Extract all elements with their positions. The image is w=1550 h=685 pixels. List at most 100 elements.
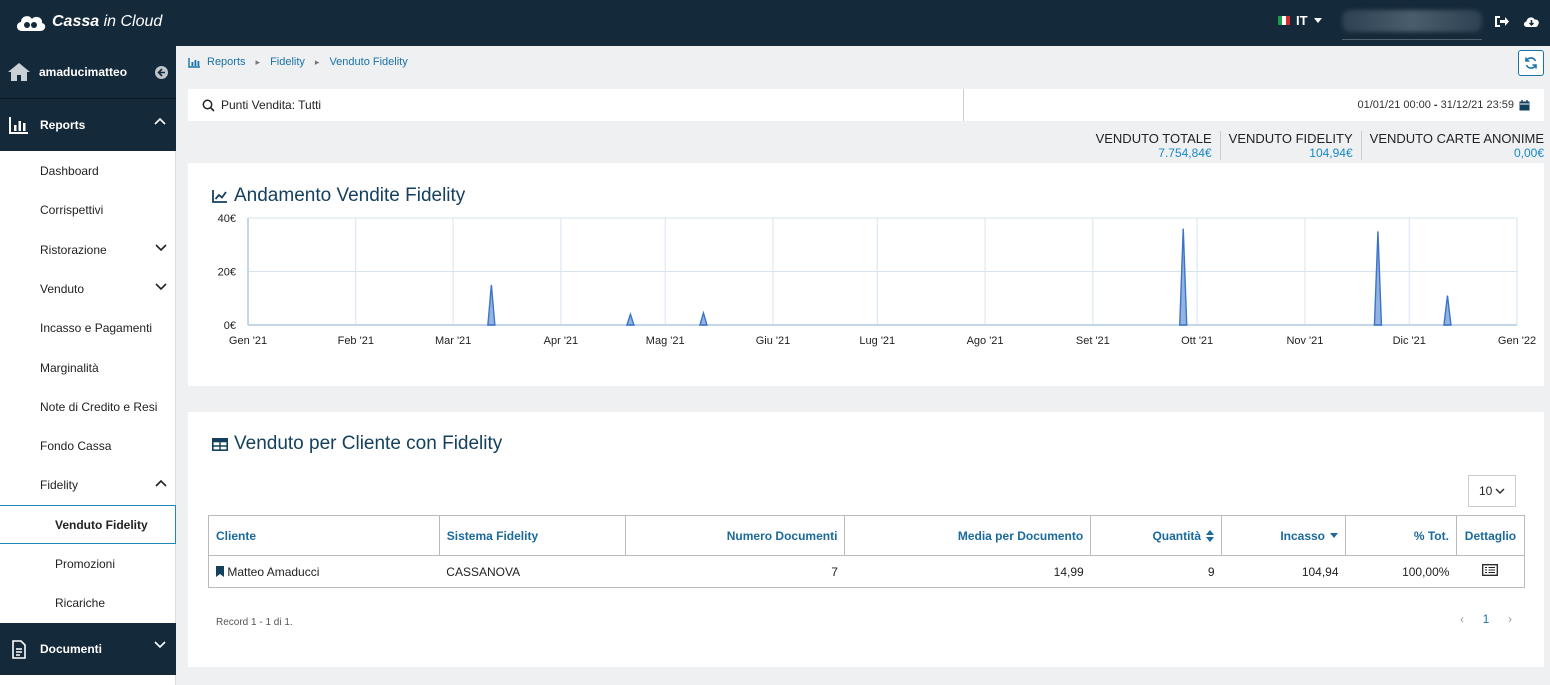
data-point-spike: [699, 310, 708, 326]
cell-media: 14,99: [844, 555, 1091, 588]
page-size-select[interactable]: 10: [1468, 475, 1516, 507]
user-menu-underline: [1342, 39, 1482, 40]
table-icon: [212, 437, 228, 451]
prev-page-icon[interactable]: ‹: [1460, 612, 1464, 626]
sidebar-item-venduto[interactable]: Venduto: [0, 269, 176, 308]
x-tick-label: Set '21: [1076, 335, 1110, 347]
user-name: amaducimatteo: [39, 65, 128, 79]
next-page-icon[interactable]: ›: [1508, 612, 1512, 626]
filter-divider: [963, 89, 964, 121]
breadcrumb-separator-icon: ▸: [255, 56, 261, 67]
sidebar-item-label: Ricariche: [55, 595, 106, 610]
sidebar-item-fidelity[interactable]: Fidelity: [0, 465, 176, 504]
current-page[interactable]: 1: [1482, 612, 1490, 626]
app-logo[interactable]: Cassa in Cloud: [14, 8, 162, 36]
sidebar-item-label: Fidelity: [40, 477, 79, 492]
total-value: 0,00€: [1513, 146, 1544, 160]
cell-incasso: 104,94: [1221, 555, 1346, 588]
date-to: 31/12/21 23:59: [1440, 99, 1514, 111]
sidebar-item-note-credito[interactable]: Note di Credito e Resi: [0, 387, 176, 426]
breadcrumb-fidelity[interactable]: Fidelity: [270, 56, 305, 68]
sidebar-item-promozioni[interactable]: Promozioni: [0, 544, 176, 583]
sales-line-chart[interactable]: 0€ 20€ 40€ Gen '21 Feb '21 Mar '21 Apr '21 Mag …: [188, 163, 1544, 386]
cloud-logo-icon: [16, 16, 46, 31]
section-label: Documenti: [40, 642, 103, 656]
totals-summary: VENDUTO TOTALE 7.754,84€ VENDUTO FIDELIT…: [1088, 131, 1544, 160]
x-tick-label: Ott '21: [1181, 335, 1213, 347]
total-label: VENDUTO CARTE ANONIME: [1369, 131, 1544, 146]
sidebar-item-ricariche[interactable]: Ricariche: [0, 583, 176, 622]
x-tick-label: Mag '21: [646, 335, 685, 347]
x-tick-label: Feb '21: [338, 335, 374, 347]
sidebar-item-label: Marginalità: [40, 360, 99, 375]
chevron-up-icon: [154, 117, 166, 125]
sidebar-item-label: Incasso e Pagamenti: [40, 320, 153, 335]
bar-chart-icon: [188, 57, 200, 68]
refresh-icon: [1525, 57, 1537, 69]
user-menu[interactable]: [1342, 10, 1482, 32]
date-range-picker[interactable]: 01/01/21 00:00 - 31/12/21 23:59: [1358, 99, 1530, 111]
col-incasso[interactable]: Incasso: [1221, 515, 1347, 556]
breadcrumb-reports[interactable]: Reports: [207, 56, 246, 68]
language-selector[interactable]: IT: [1278, 13, 1322, 28]
sidebar-user[interactable]: amaducimatteo: [0, 46, 176, 99]
caret-down-icon: [1313, 18, 1322, 23]
document-icon: [9, 639, 29, 659]
x-tick-label: Mar '21: [435, 335, 471, 347]
logout-icon[interactable]: [1492, 12, 1510, 30]
cloud-sync-icon[interactable]: [1522, 12, 1540, 30]
fidelity-customers-table: Cliente Sistema Fidelity Numero Document…: [208, 515, 1526, 588]
table-row: Matteo Amaducci CASSANOVA 7 14,99 9 104,…: [208, 555, 1526, 588]
cell-sistema: CASSANOVA: [439, 555, 626, 588]
y-tick-label: 40€: [218, 213, 236, 225]
sidebar-item-fondo-cassa[interactable]: Fondo Cassa: [0, 426, 176, 465]
x-tick-label: Ago '21: [967, 335, 1004, 347]
x-tick-label: Gen '22: [1498, 335, 1536, 347]
points-of-sale-filter[interactable]: Punti Vendita: Tutti: [202, 98, 321, 112]
sort-both-icon: [1206, 530, 1215, 543]
total-venduto-fidelity: VENDUTO FIDELITY 104,94€: [1221, 131, 1362, 160]
table-title-text: Venduto per Cliente con Fidelity: [234, 433, 503, 454]
filter-bar: Punti Vendita: Tutti 01/01/21 00:00 - 31…: [188, 89, 1544, 121]
x-tick-label: Nov '21: [1286, 335, 1323, 347]
section-label: Reports: [40, 118, 86, 132]
col-quantita[interactable]: Quantità: [1090, 515, 1223, 556]
sidebar-item-corrispettivi[interactable]: Corrispettivi: [0, 190, 176, 229]
line-chart-icon: [212, 190, 227, 203]
chart-card: Andamento Vendite Fidelity 0€ 20€ 40€ Gen '…: [188, 163, 1544, 386]
sidebar-item-venduto-fidelity[interactable]: Venduto Fidelity: [0, 505, 176, 544]
chevron-down-icon: [155, 283, 167, 291]
col-cliente[interactable]: Cliente: [208, 515, 440, 556]
pagination: ‹ 1 ›: [1450, 612, 1522, 626]
refresh-button[interactable]: [1518, 50, 1544, 76]
cell-dettaglio: [1456, 555, 1526, 588]
chevron-down-icon: [154, 641, 166, 649]
sidebar-item-marginalita[interactable]: Marginalità: [0, 348, 176, 387]
sidebar-section-documenti[interactable]: Documenti: [0, 623, 176, 675]
sidebar-section-reports[interactable]: Reports: [0, 99, 176, 151]
breadcrumb-venduto-fidelity[interactable]: Venduto Fidelity: [329, 56, 408, 68]
col-sistema-fidelity[interactable]: Sistema Fidelity: [438, 515, 626, 556]
points-of-sale-label: Punti Vendita: Tutti: [221, 98, 322, 112]
x-tick-label: Dic '21: [1393, 335, 1426, 347]
chart-card-title: Andamento Vendite Fidelity: [212, 185, 465, 207]
data-point-spike: [1443, 295, 1452, 326]
data-point-spike: [1373, 231, 1383, 326]
sidebar-item-dashboard[interactable]: Dashboard: [0, 151, 176, 190]
col-perc-tot[interactable]: % Tot.: [1345, 515, 1457, 556]
language-label: IT: [1296, 13, 1308, 28]
sidebar-item-label: Promozioni: [55, 556, 116, 571]
col-media-documento[interactable]: Media per Documento: [844, 515, 1092, 556]
y-tick-label: 20€: [218, 267, 236, 279]
cell-quantita: 9: [1090, 555, 1222, 588]
sidebar-item-incasso-pagamenti[interactable]: Incasso e Pagamenti: [0, 308, 176, 347]
detail-list-icon[interactable]: [1482, 564, 1499, 579]
x-tick-label: Apr '21: [544, 335, 579, 347]
calendar-icon: [1519, 99, 1530, 110]
sidebar-item-label: Corrispettivi: [40, 202, 104, 217]
home-icon: [8, 63, 30, 81]
collapse-sidebar-icon[interactable]: [155, 66, 168, 79]
col-incasso-label: Incasso: [1280, 528, 1326, 543]
sidebar-item-ristorazione[interactable]: Ristorazione: [0, 230, 176, 269]
col-numero-documenti[interactable]: Numero Documenti: [624, 515, 846, 556]
